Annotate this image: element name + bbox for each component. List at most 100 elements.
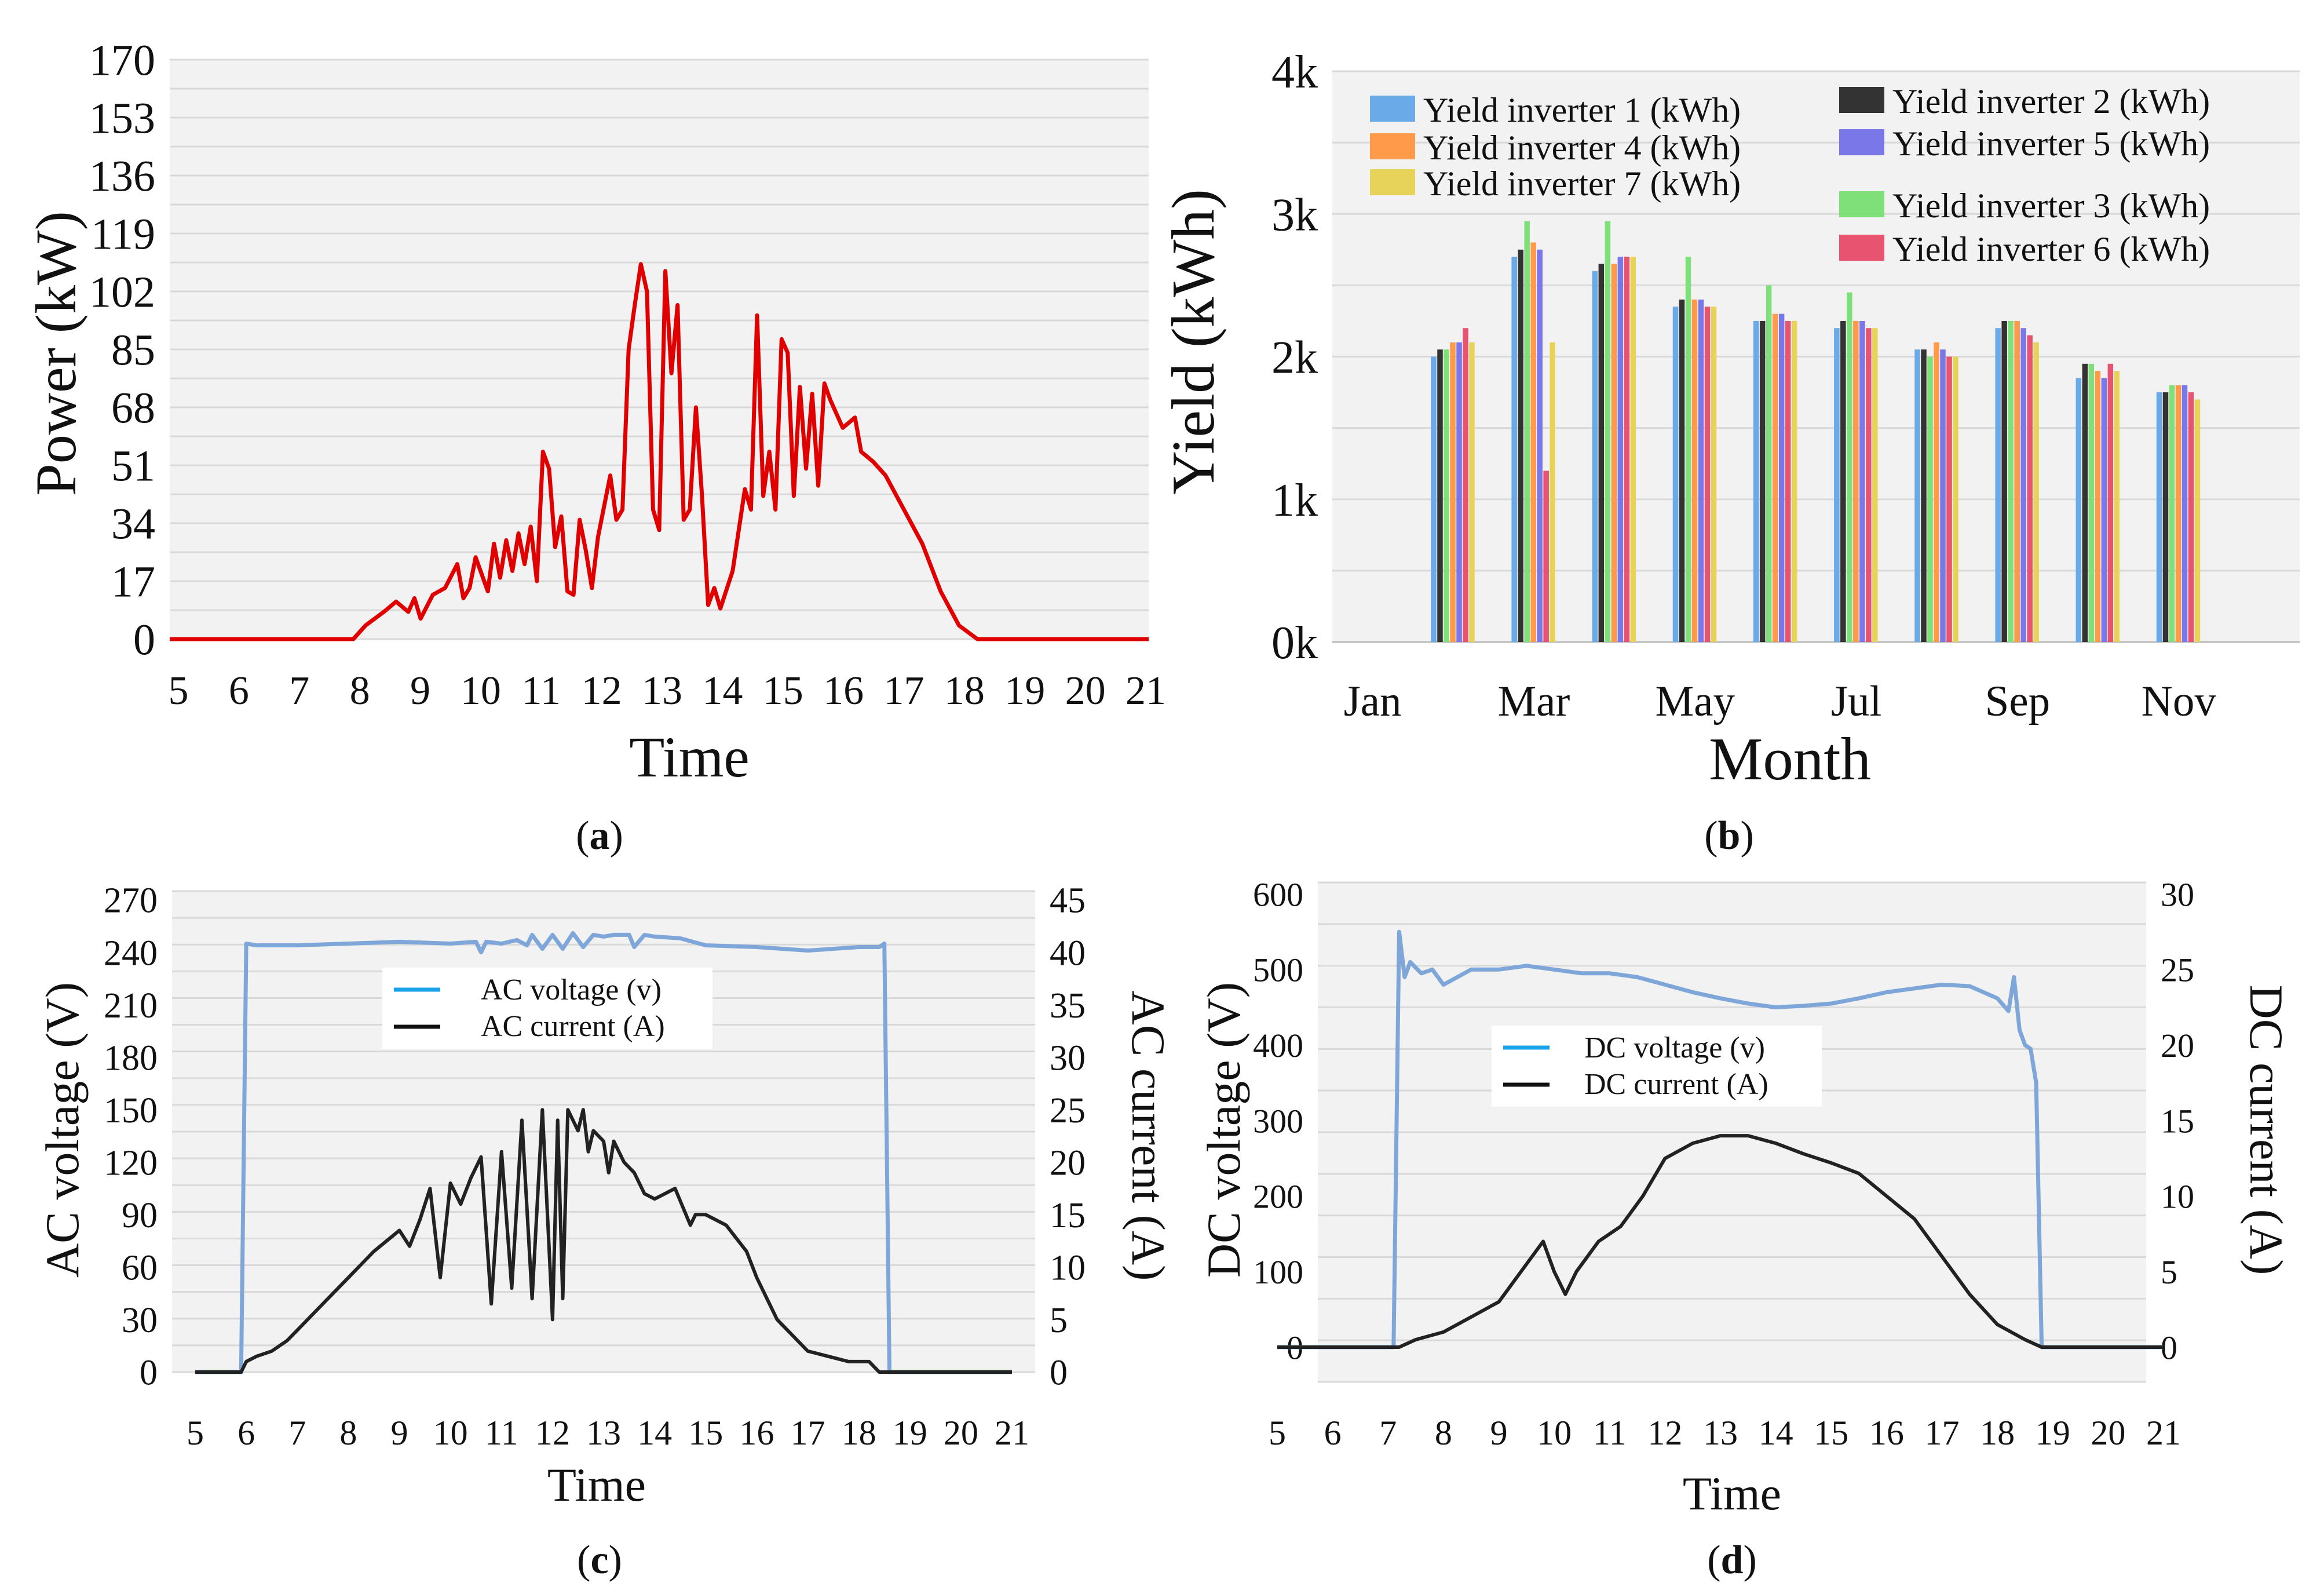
c-y2-tick: 25 — [1050, 1091, 1086, 1130]
b-bar — [1834, 328, 1840, 642]
b-bar — [1543, 470, 1549, 642]
a-x-tick: 9 — [410, 669, 430, 713]
c-legend-label-current: AC current (A) — [481, 1010, 665, 1043]
b-bar — [2114, 371, 2120, 642]
b-x-tick: Sep — [1985, 677, 2051, 725]
b-bar — [1463, 328, 1468, 642]
d-x-tick: 18 — [1980, 1414, 2015, 1452]
a-x-tick: 13 — [642, 669, 682, 713]
a-x-tick: 10 — [461, 669, 501, 713]
b-bar — [1511, 257, 1517, 642]
b-legend-label: Yield inverter 1 (kWh) — [1423, 91, 1741, 129]
d-y2-tick: 30 — [2161, 876, 2194, 913]
b-bar — [1791, 320, 1797, 642]
a-y-label: Power (kW) — [24, 211, 88, 496]
a-x-tick: 8 — [350, 669, 370, 713]
a-y-tick: 136 — [89, 152, 155, 201]
b-bar — [2001, 320, 2007, 642]
a-x-tick: 14 — [702, 669, 743, 713]
c-x-tick: 20 — [944, 1414, 978, 1452]
a-y-tick: 0 — [133, 616, 155, 665]
c-voltage-line — [195, 931, 1012, 1374]
b-bar — [2194, 399, 2201, 642]
b-bar — [1624, 257, 1630, 642]
b-bar — [1711, 307, 1717, 642]
a-y-tick: 170 — [89, 37, 155, 85]
b-bar — [2175, 385, 2182, 642]
b-bar — [1437, 349, 1443, 642]
d-x-tick: 10 — [1537, 1414, 1572, 1452]
a-x-tick: 7 — [289, 669, 309, 713]
c-y2-tick: 20 — [1050, 1143, 1086, 1183]
c-y2-tick: 15 — [1050, 1196, 1086, 1235]
b-x-tick: Nov — [2142, 677, 2217, 725]
b-bar — [1766, 285, 1772, 642]
c-legend-label-voltage: AC voltage (v) — [481, 973, 662, 1006]
b-bar — [2088, 363, 2095, 642]
c-x-tick: 19 — [893, 1414, 927, 1452]
c-x-tick: 14 — [637, 1414, 672, 1452]
b-bar — [1456, 342, 1462, 642]
a-y-tick: 68 — [111, 384, 155, 433]
c-y-tick: 60 — [122, 1249, 158, 1288]
chart-a-power: 0 17 34 51 68 85 102 119 136 153 170 5 6 7 8 9 10 11 12 13 1… — [24, 37, 1166, 858]
d-y2-tick: 10 — [2161, 1178, 2194, 1216]
c-x-tick: 18 — [842, 1414, 876, 1452]
d-x-tick: 7 — [1379, 1414, 1397, 1452]
b-bar — [1592, 271, 1598, 642]
b-bar — [1431, 356, 1437, 642]
c-x-tick: 15 — [688, 1414, 723, 1452]
b-legend-label: Yield inverter 3 (kWh) — [1892, 187, 2210, 225]
c-x-tick: 12 — [535, 1414, 570, 1452]
b-bar — [2082, 363, 2088, 642]
b-bar — [2162, 392, 2169, 642]
b-panel-label: (b) — [1704, 814, 1754, 858]
d-x-tick: 21 — [2146, 1414, 2181, 1452]
d-y-tick: 200 — [1253, 1178, 1303, 1216]
d-x-tick: 8 — [1435, 1414, 1452, 1452]
b-bar — [2008, 320, 2014, 642]
d-x-tick: 17 — [1925, 1414, 1960, 1452]
d-x-tick: 14 — [1759, 1414, 1793, 1452]
c-x-tick: 7 — [288, 1414, 306, 1452]
b-legend-label: Yield inverter 5 (kWh) — [1892, 125, 2210, 163]
b-y-tick: 4k — [1271, 47, 1318, 98]
b-bar — [1698, 300, 1704, 642]
b-bar — [1444, 349, 1449, 642]
b-bar — [1530, 242, 1536, 642]
b-bar — [1617, 257, 1624, 642]
d-legend-label-voltage: DC voltage (v) — [1584, 1031, 1765, 1064]
c-y2-tick: 10 — [1050, 1249, 1086, 1288]
b-bar — [1679, 300, 1685, 642]
b-legend-label: Yield inverter 4 (kWh) — [1423, 129, 1741, 167]
a-y-tick: 102 — [89, 268, 155, 317]
a-x-tick: 19 — [1004, 669, 1045, 713]
b-bar — [1691, 300, 1698, 642]
d-x-tick: 12 — [1647, 1414, 1682, 1452]
d-x-label: Time — [1683, 1467, 1781, 1520]
b-bar — [1772, 313, 1778, 642]
c-legend-box — [382, 968, 712, 1049]
b-x-label: Month — [1709, 725, 1871, 793]
b-bar — [1524, 221, 1530, 642]
b-bar — [1630, 257, 1636, 642]
c-y2-tick: 30 — [1050, 1038, 1086, 1078]
c-y-tick: 270 — [104, 881, 158, 921]
a-x-tick: 17 — [884, 669, 925, 713]
c-y-tick: 240 — [104, 933, 158, 973]
b-y-tick: 3k — [1271, 189, 1318, 240]
b-bar — [1940, 349, 1946, 642]
d-y2-tick: 15 — [2161, 1102, 2194, 1140]
b-bar — [1672, 307, 1679, 642]
d-y-tick: 400 — [1253, 1027, 1303, 1064]
c-x-tick: 17 — [791, 1414, 825, 1452]
b-legend-label: Yield inverter 2 (kWh) — [1892, 82, 2210, 121]
b-bar — [1778, 313, 1785, 642]
d-x-tick: 13 — [1703, 1414, 1738, 1452]
d-x-tick: 5 — [1269, 1414, 1286, 1452]
b-bar — [2101, 378, 2107, 642]
b-x-tick: Mar — [1497, 677, 1570, 725]
d-x-tick: 15 — [1814, 1414, 1848, 1452]
b-bar — [2020, 328, 2026, 642]
